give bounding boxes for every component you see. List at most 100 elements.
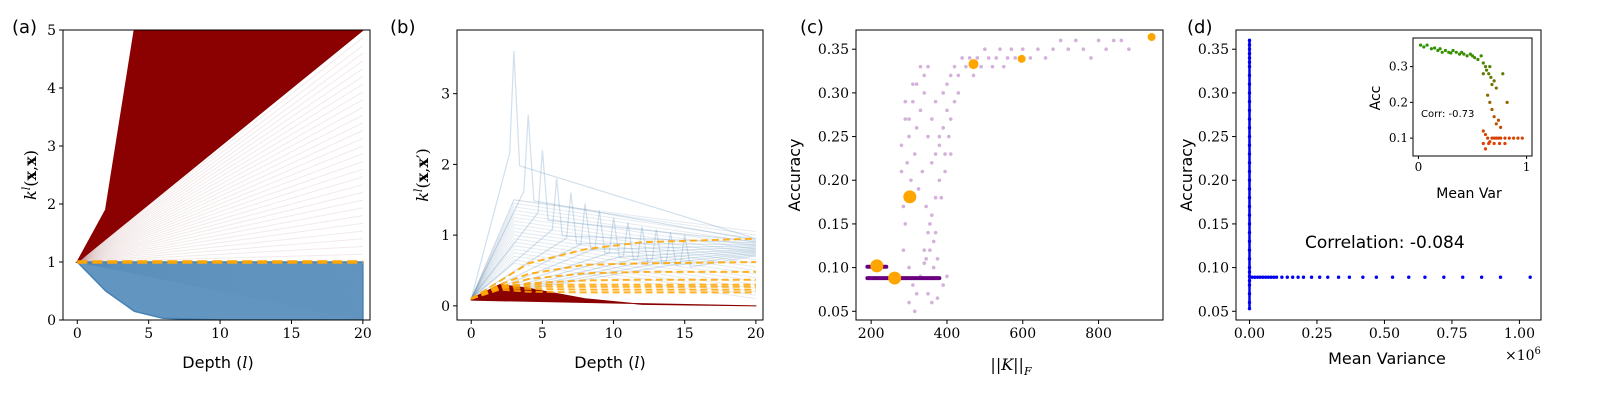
panel-c-purple-point (935, 257, 940, 261)
panel-d-point (1301, 275, 1306, 279)
panel-c-purple-point (931, 265, 936, 270)
panel-c-ytick-label: 0.25 (818, 130, 849, 146)
panel-c-purple-point (964, 64, 968, 69)
panel-c-purple-point (928, 222, 932, 226)
panel-c-purple-point (998, 47, 1002, 52)
panel-c-purple-point (1009, 47, 1014, 52)
panel-b-xtick-label: 15 (676, 326, 694, 342)
inset-point (1487, 72, 1491, 76)
panel-a-fan-line (77, 246, 363, 263)
panel-c-purple-point (918, 64, 923, 69)
panel-a-fan-line (77, 52, 364, 263)
panel-c-plot: 200 400 600 800 0.05 0.10 0.15 0.20 0.25 0.30 0.35 (818, 29, 1164, 342)
panel-c-purple-point (920, 169, 925, 174)
panel-d-point (1390, 275, 1395, 279)
panel-c-purple-point (926, 291, 930, 296)
panel-c-frame (855, 29, 1164, 321)
panel-a-fan-line (77, 191, 364, 263)
panel-d-point (1442, 275, 1446, 279)
inset-point (1516, 136, 1520, 140)
panel-c-purple-point (933, 99, 938, 104)
panel-b-peak-line (470, 150, 756, 300)
panel-d-point (1461, 275, 1465, 279)
panel-c-purple-point (926, 230, 930, 235)
panel-c-purple-point (912, 152, 917, 156)
panel-a-xlabel: Depth (l) (182, 353, 253, 372)
panel-b-fan-line (470, 199, 756, 299)
panel-c-purple-point (905, 160, 909, 165)
panel-c-purple-point (930, 213, 934, 217)
inset-point (1494, 122, 1498, 126)
panel-d-xlabel: Mean Variance (1328, 349, 1446, 368)
panel-d: (d) 0.00 0.25 0.50 0.75 1.000.050.100.150.20… (1177, 17, 1542, 368)
panel-a-fan-line (77, 215, 363, 263)
panel-a-xtick-label: 10 (211, 326, 229, 342)
panel-b-convergent-series (470, 284, 757, 307)
panel-c-ylabel: Accuracy (785, 138, 804, 211)
inset-point (1422, 45, 1426, 49)
panel-c-purple-point (935, 296, 940, 300)
panel-d-point (1263, 275, 1268, 279)
panel-a-ytick-label: 3 (47, 139, 56, 155)
panel-b-fan-line (470, 252, 756, 300)
panel-d-ytick-label: 0.05 (1198, 304, 1229, 320)
panel-b-ytick-label: 3 (441, 87, 450, 103)
panel-c-purple-point (933, 152, 938, 156)
inset-point (1488, 65, 1492, 69)
panel-b-fan-line (470, 241, 756, 300)
panel-a-divergent-series (75, 30, 365, 263)
panel-c-purple-point (937, 134, 942, 139)
panel-c-purple-point (901, 204, 906, 209)
inset-point (1460, 50, 1464, 54)
panel-a-fan-line (77, 114, 364, 263)
inset-point (1487, 141, 1491, 146)
panel-c-ytick-label: 0.05 (818, 304, 849, 320)
panel-c-purple-point (911, 82, 915, 86)
panel-d-point (1250, 275, 1254, 279)
panel-c-purple-point (911, 99, 915, 104)
inset-point (1438, 47, 1442, 51)
panel-a-fan-line (77, 99, 364, 263)
inset-point (1465, 54, 1469, 58)
panel-a-fan-line (77, 130, 364, 263)
inset-point (1476, 57, 1480, 62)
inset-ytick-label: 0.2 (1389, 95, 1408, 109)
panel-d-ytick-label: 0.20 (1198, 173, 1229, 189)
panel-c-purple-point (979, 64, 983, 69)
panel-b-peak-line (470, 203, 756, 300)
panel-c-xtick-label: 200 (858, 326, 885, 342)
panel-a-plot: 0 5 10 15 20 0 1 2 3 4 5 (47, 23, 372, 342)
inset-point (1449, 51, 1453, 55)
panel-a-fan-line (77, 161, 364, 263)
panel-a-fan-line (77, 176, 364, 263)
panel-c-purple-point (945, 82, 949, 86)
inset-point (1481, 141, 1485, 146)
panel-a-xtick-label: 5 (144, 326, 153, 342)
panel-b-fan-line (470, 245, 756, 300)
panel-d-frame (1235, 29, 1542, 321)
inset-xlabel: Mean Var (1436, 186, 1502, 202)
inset-point (1462, 52, 1466, 56)
panel-d-xtick-label: 0.75 (1436, 326, 1467, 342)
panel-a-fan-line (77, 230, 363, 263)
panel-c-purple-point (1058, 38, 1063, 43)
panel-d-point (1361, 275, 1365, 279)
panel-c-purple-point (926, 134, 930, 139)
panel-d-ytick-label: 0.25 (1198, 130, 1229, 146)
panel-c-orange-point (870, 259, 884, 273)
panel-a-fan-line (77, 137, 364, 263)
inset-point (1486, 93, 1490, 97)
inset-ylabel: Acc (1368, 86, 1384, 111)
panel-c-orange-point (1017, 54, 1026, 63)
panel-c-purple-point (903, 99, 908, 104)
inset-point (1451, 48, 1455, 53)
panel-c-purple-point (1043, 56, 1048, 60)
panel-a-ytick-label: 4 (47, 81, 56, 97)
panel-c-purple-point (922, 73, 927, 78)
panel-a-frame (62, 29, 371, 321)
panel-c-purple-point (933, 230, 938, 235)
panel-c-ytick-label: 0.15 (818, 217, 849, 233)
panel-b-fan-line (470, 259, 756, 300)
panel-a: (a) 0 5 10 15 20 0 1 2 3 4 5 Depth (l) kl(x,x) (12, 17, 372, 372)
panel-b-peak-line (470, 51, 757, 299)
